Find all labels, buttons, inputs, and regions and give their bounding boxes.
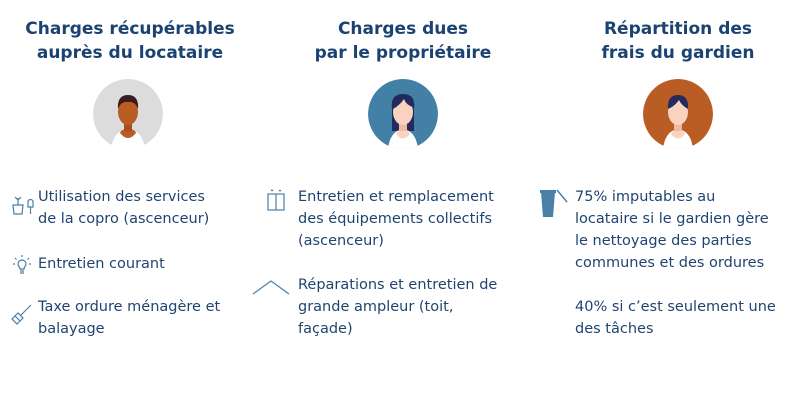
item-text: communes et des ordures [575, 255, 765, 271]
item-text: des équipements collectifs [298, 211, 493, 227]
lightbulb-icon [13, 255, 31, 274]
column-title-owner: Charges dues par le propriétaire [273, 17, 533, 65]
item-text: Entretien et remplacement [298, 189, 494, 205]
item-text: façade) [298, 321, 353, 337]
item-text: Taxe ordure ménagère et [38, 299, 221, 315]
roof-icon [252, 280, 290, 295]
list-item: Entretien et remplacement des équipements… [298, 186, 494, 252]
title-line: Charges récupérables [25, 19, 235, 39]
tenant-avatar [93, 79, 163, 149]
title-line: Répartition des [603, 19, 753, 39]
item-text: Utilisation des services [38, 189, 205, 205]
list-item: Réparations et entretien de grande ampleu… [298, 274, 497, 340]
column-title-caretaker: Répartition des frais du gardien [548, 17, 800, 65]
item-text: le nettoyage des parties [575, 233, 752, 249]
list-item: Utilisation des services de la copro (asc… [38, 186, 209, 230]
item-text: (ascenceur) [298, 233, 384, 249]
plant-tool-icon [12, 196, 34, 215]
item-text: Réparations et entretien de [298, 277, 498, 293]
caretaker-avatar [643, 79, 713, 149]
title-line: auprès du locataire [36, 43, 224, 63]
item-text: 75% imputables au [575, 189, 716, 205]
list-item: Entretien courant [38, 253, 165, 275]
item-text: de la copro (ascenceur) [38, 211, 210, 227]
item-text: grande ampleur (toit, [298, 299, 454, 315]
item-text: Entretien courant [38, 256, 165, 272]
owner-avatar [368, 79, 438, 149]
item-text: des tâches [575, 321, 654, 337]
item-text: 40% si c’est seulement une [575, 299, 776, 315]
title-line: frais du gardien [601, 43, 755, 63]
column-title-tenant: Charges récupérables auprès du locataire [0, 17, 260, 65]
item-text: locataire si le gardien gère [575, 211, 769, 227]
trash-bin-icon [540, 189, 568, 217]
list-item: Taxe ordure ménagère et balayage [38, 296, 220, 340]
broom-icon [11, 304, 32, 325]
title-line: Charges dues [337, 19, 469, 39]
list-item: 75% imputables au locataire si le gardien… [575, 186, 769, 274]
elevator-icon [267, 189, 285, 211]
item-text: balayage [38, 321, 105, 337]
list-item: 40% si c’est seulement une des tâches [575, 296, 776, 340]
title-line: par le propriétaire [314, 43, 492, 63]
